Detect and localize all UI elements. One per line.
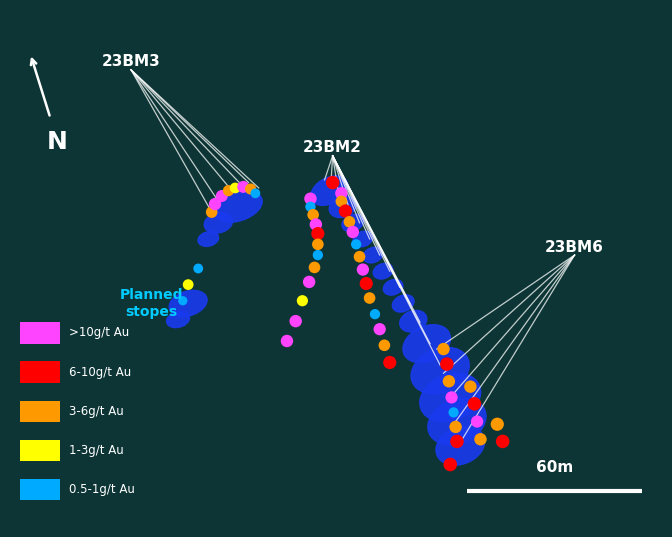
Point [446, 393, 457, 402]
Ellipse shape [167, 311, 190, 328]
Point [304, 278, 314, 286]
Text: N: N [46, 130, 68, 154]
Ellipse shape [215, 191, 262, 222]
Ellipse shape [204, 213, 233, 233]
Ellipse shape [373, 263, 393, 279]
Point [497, 437, 508, 446]
Point [384, 358, 395, 367]
Point [238, 183, 249, 191]
Ellipse shape [411, 347, 469, 394]
Point [223, 186, 234, 195]
Ellipse shape [383, 279, 403, 295]
Text: 6-10g/t Au: 6-10g/t Au [69, 366, 131, 379]
Point [444, 377, 454, 386]
Text: 23BM2: 23BM2 [303, 140, 362, 155]
Point [250, 189, 261, 198]
Point [309, 263, 320, 272]
Point [469, 400, 480, 408]
Text: 1-3g/t Au: 1-3g/t Au [69, 444, 123, 457]
Ellipse shape [311, 176, 347, 205]
Ellipse shape [392, 295, 414, 312]
Point [465, 382, 476, 391]
Text: 23BM3: 23BM3 [101, 54, 161, 69]
Point [327, 178, 338, 187]
Point [379, 341, 390, 350]
Ellipse shape [436, 426, 485, 465]
Text: >10g/t Au: >10g/t Au [69, 326, 129, 339]
Point [374, 325, 385, 333]
Point [344, 217, 355, 226]
Point [183, 280, 194, 289]
FancyBboxPatch shape [20, 322, 60, 344]
Point [354, 252, 365, 261]
Ellipse shape [342, 214, 364, 231]
Point [445, 460, 456, 469]
Point [364, 294, 375, 302]
Point [340, 207, 351, 215]
Point [245, 185, 256, 193]
Point [448, 408, 459, 417]
Point [358, 265, 368, 274]
FancyBboxPatch shape [20, 401, 60, 422]
Point [347, 228, 358, 236]
Point [361, 279, 372, 288]
Point [210, 200, 220, 208]
Point [442, 360, 452, 368]
FancyBboxPatch shape [20, 361, 60, 383]
Point [472, 417, 482, 426]
Point [475, 435, 486, 444]
Point [312, 251, 323, 259]
Ellipse shape [363, 247, 383, 263]
Ellipse shape [428, 398, 486, 445]
Point [177, 296, 188, 305]
FancyBboxPatch shape [20, 440, 60, 461]
Point [336, 197, 347, 206]
Point [216, 192, 227, 200]
Ellipse shape [198, 231, 218, 246]
Point [297, 296, 308, 305]
FancyBboxPatch shape [20, 479, 60, 500]
Ellipse shape [329, 196, 356, 217]
Point [370, 310, 380, 318]
Point [305, 194, 316, 203]
Point [492, 420, 503, 429]
Point [336, 189, 347, 198]
Point [312, 240, 323, 249]
Point [450, 423, 461, 431]
Text: 3-6g/t Au: 3-6g/t Au [69, 405, 123, 418]
Ellipse shape [400, 310, 427, 332]
Point [312, 229, 323, 238]
Point [351, 240, 362, 249]
Ellipse shape [403, 325, 450, 362]
Point [290, 317, 301, 325]
Text: 60m: 60m [536, 460, 573, 475]
Point [452, 437, 462, 446]
Point [206, 208, 217, 216]
Ellipse shape [353, 231, 373, 247]
Text: Planned
stopes: Planned stopes [120, 288, 183, 318]
Ellipse shape [169, 291, 207, 316]
Point [193, 264, 204, 273]
Point [282, 337, 292, 345]
Text: 0.5-1g/t Au: 0.5-1g/t Au [69, 483, 134, 496]
Point [230, 184, 241, 192]
Point [310, 220, 321, 229]
Point [308, 211, 319, 219]
Ellipse shape [420, 373, 480, 422]
Point [438, 345, 449, 353]
Text: 23BM6: 23BM6 [545, 240, 604, 255]
Point [305, 202, 316, 211]
